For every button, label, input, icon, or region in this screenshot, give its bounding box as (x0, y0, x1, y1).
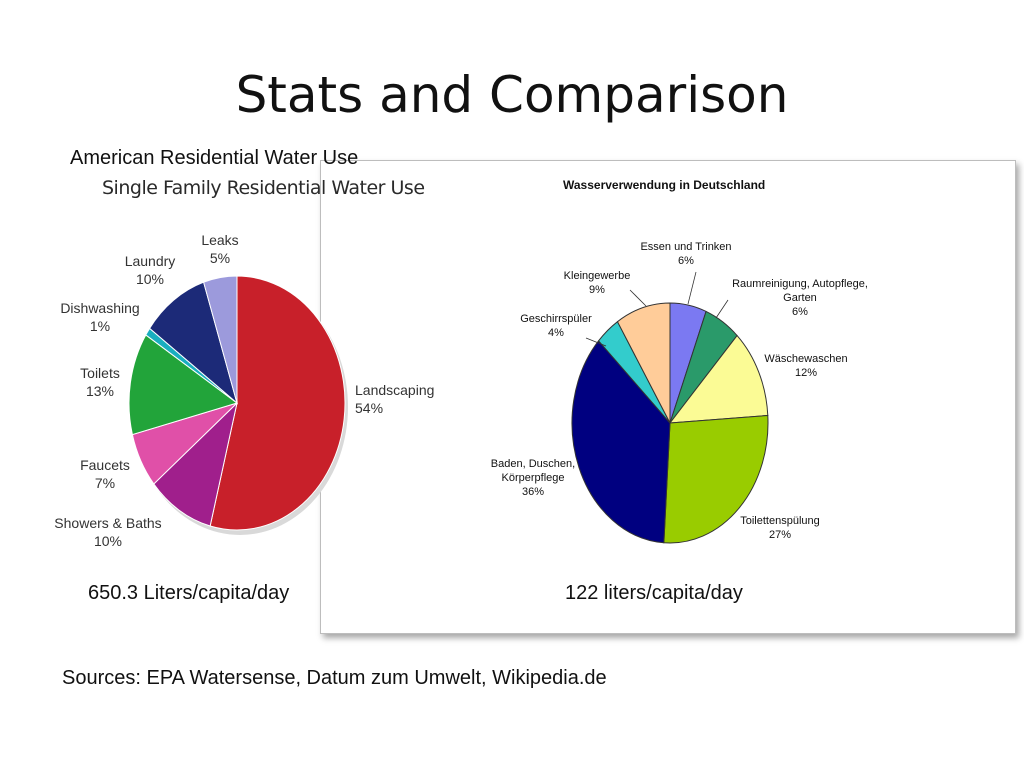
de-label-kleingewerbe: Kleingewerbe 9% (564, 270, 631, 296)
de-leader-geschirrsp-ler (585, 337, 607, 347)
us-label-showers-baths: Showers & Baths 10% (54, 515, 161, 549)
de-label-essen-und-trinken: Essen und Trinken 6% (640, 241, 731, 267)
sources-note: Sources: EPA Watersense, Datum zum Umwel… (62, 667, 607, 689)
us-label-leaks: Leaks 5% (201, 232, 238, 266)
de-slice-w-schewaschen (668, 334, 769, 424)
de-slice-kleingewerbe (616, 302, 671, 424)
de-label-baden-duschen-k-rperpflege: Baden, Duschen, Körperpflege 36% (491, 458, 575, 498)
us-label-faucets: Faucets 7% (80, 457, 130, 491)
de-label-raumreinigung-autopflege-garten: Raumreinigung, Autopflege, Garten 6% (732, 278, 868, 318)
de-slice-toilettensp-lung (663, 414, 769, 544)
us-slice-leaks (203, 275, 238, 404)
us-chart-title: Single Family Residential Water Use (102, 177, 425, 199)
de-leader-kleingewerbe (629, 289, 647, 307)
us-slice-landscaping (209, 275, 346, 531)
us-slice-laundry (148, 281, 238, 405)
de-leader-essen-und-trinken (687, 271, 697, 305)
us-label-landscaping: Landscaping 54% (355, 382, 434, 416)
us-label-toilets: Toilets 13% (80, 365, 120, 399)
germany-per-capita-value: 122 liters/capita/day (565, 582, 743, 604)
de-label-geschirrsp-ler: Geschirrspüler 4% (520, 313, 592, 339)
us-slice-toilets (128, 334, 239, 436)
de-label-toilettensp-lung: Toilettenspülung 27% (740, 515, 820, 541)
de-leader-raumreinigung-autopflege-garten (715, 299, 729, 319)
germany-chart-title: Wasserverwendung in Deutschland (563, 178, 766, 192)
de-slice-baden-duschen-k-rperpflege (571, 340, 671, 544)
us-chart-caption: American Residential Water Use (70, 147, 359, 169)
us-slice-showers-baths (153, 401, 238, 527)
de-label-w-schewaschen: Wäschewaschen 12% (764, 353, 847, 379)
us-label-dishwashing: Dishwashing 1% (60, 300, 139, 334)
us-per-capita-value: 650.3 Liters/capita/day (88, 582, 290, 604)
slide-title: Stats and Comparison (235, 66, 789, 124)
us-label-laundry: Laundry 10% (125, 253, 176, 287)
